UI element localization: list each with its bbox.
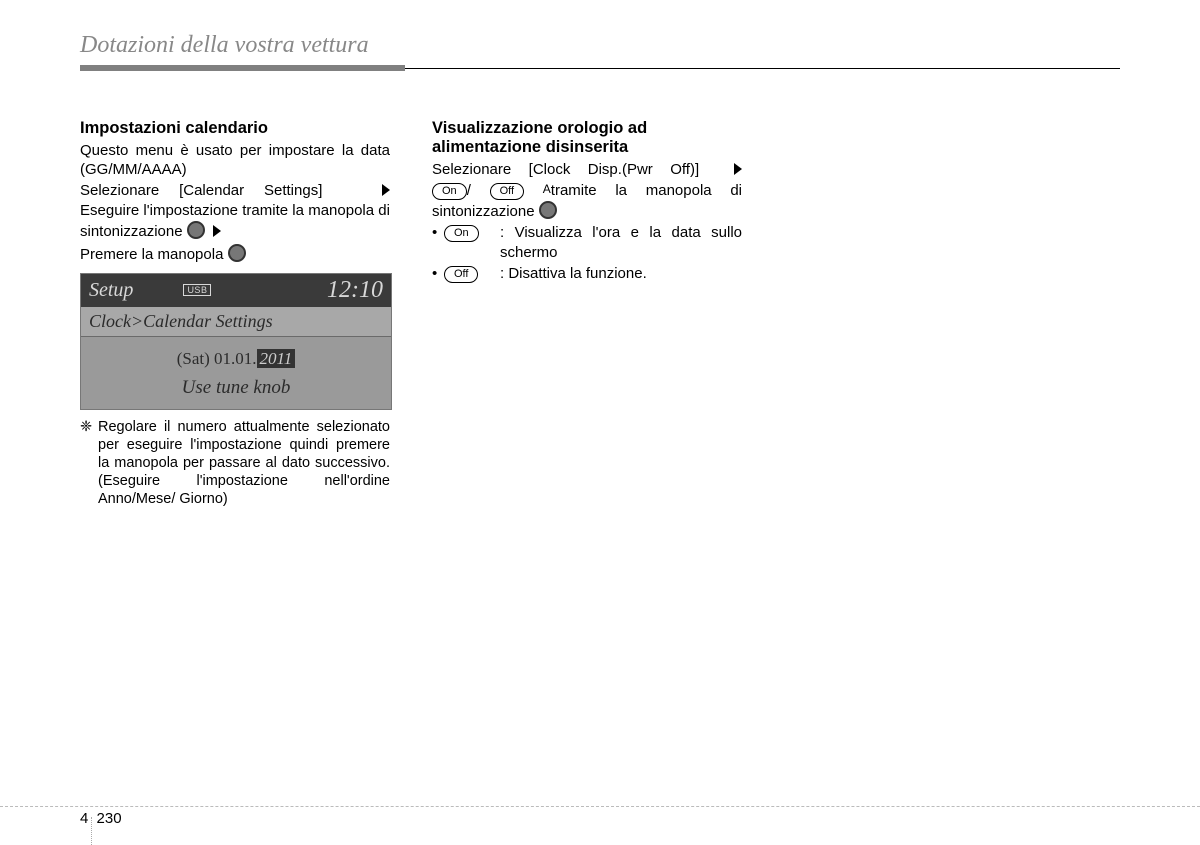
screen-breadcrumb: Clock>Calendar Settings [81,307,391,337]
slash: / [467,182,471,199]
screen-hint: Use tune knob [81,373,391,409]
text-via-knob: tramite la manopola di sintonizzazione [432,182,742,220]
column-clock-display: Visualizzazione orologio ad alimentazion… [432,119,742,508]
clock-step-select: Selezionare [Clock Disp.(Pwr Off)] [432,161,742,180]
screen-date-row: (Sat) 01.01.2011 [81,337,391,373]
triangle-icon [382,184,390,196]
screen-badge-usb: USB [183,284,211,296]
bullet-dot: • [432,264,444,284]
pill-off: Off [490,183,524,200]
note-marker-icon: ❈ [80,418,98,509]
chapter-number: 4 [80,810,88,827]
text-press-knob: Premere la manopola [80,246,223,263]
page-crop-line [0,806,1200,807]
triangle-icon [213,225,221,237]
page-header-title: Dotazioni della vostra vettura [80,32,1120,59]
bullet-on: • On : Visualizza l'ora e la data sullo … [432,223,742,262]
screen-time: 12:10 [327,277,383,304]
knob-icon [228,244,246,262]
pill-on: On [444,225,479,242]
page-footer: 4 230 [80,810,122,827]
page-number: 230 [97,810,122,827]
header-rule [80,65,1120,71]
knob-icon [539,201,557,219]
pill-on: On [432,183,467,200]
calendar-intro-text: Questo menu è usato per impostare la dat… [80,142,390,180]
bullet-dot: • [432,223,444,262]
pill-wrap: On [444,223,500,262]
calendar-step-select: Selezionare [Calendar Settings] [80,182,390,201]
note-text: Regolare il numero attualmente seleziona… [98,418,390,509]
section-title-clock-l2: alimentazione disinserita [432,138,742,157]
screen-date-prefix: (Sat) 01.01. [177,349,257,368]
bullet-off: • Off : Disattiva la funzione. [432,264,742,284]
bullet-off-text: : Disattiva la funzione. [500,264,742,284]
screen-topbar: Setup USB 12:10 [81,274,391,307]
triangle-icon [734,163,742,175]
screen-label-setup: Setup [89,279,133,302]
manual-page: Dotazioni della vostra vettura Impostazi… [0,0,1200,845]
bullet-on-text: : Visualizza l'ora e la data sullo scher… [500,223,742,262]
column-calendar-settings: Impostazioni calendario Questo menu è us… [80,119,390,508]
section-title-clock-l1: Visualizzazione orologio ad [432,119,742,138]
text-select-clock: Selezionare [Clock Disp.(Pwr Off)] [432,161,699,178]
screen-year-highlight: 2011 [257,349,296,368]
footer-divider [91,817,93,845]
pill-off: Off [444,266,478,283]
header-rule-thin [405,68,1120,69]
pill-wrap: Off [444,264,500,284]
knob-icon [187,221,205,239]
text-select-calendar: Selezionare [Calendar Settings] [80,182,322,199]
calendar-step-press: Premere la manopola [80,244,390,265]
text-tune-knob: Eseguire l'impostazione tramite la manop… [80,202,390,240]
lcd-screen-mock: Setup USB 12:10 Clock>Calendar Settings … [80,273,392,410]
calendar-step-tune: Eseguire l'impostazione tramite la manop… [80,202,390,242]
section-title-calendar: Impostazioni calendario [80,119,390,138]
header-rule-thick [80,65,405,71]
content-columns: Impostazioni calendario Questo menu è us… [80,119,1120,508]
clock-step-options: On/ Off Atramite la manopola di sintoniz… [432,182,742,222]
calendar-note: ❈ Regolare il numero attualmente selezio… [80,418,390,509]
letter-a: A [543,182,551,196]
